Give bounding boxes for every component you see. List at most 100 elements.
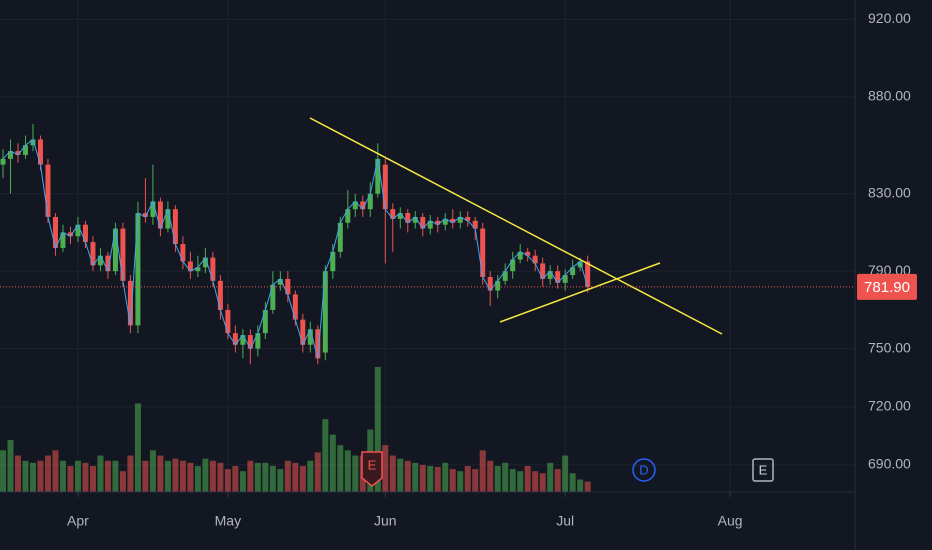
candle-body xyxy=(135,213,141,326)
candle-body xyxy=(495,280,501,291)
y-tick-label: 830.00 xyxy=(868,184,911,200)
volume-bar xyxy=(14,455,21,492)
candle-body xyxy=(172,209,178,245)
candle-body xyxy=(157,201,163,229)
candle-body xyxy=(577,261,583,268)
candle-body xyxy=(60,232,66,248)
volume-bar xyxy=(389,455,396,492)
volume-bar xyxy=(262,462,269,492)
candle-body xyxy=(142,213,148,217)
candle-body xyxy=(247,335,253,349)
candle-body xyxy=(165,209,171,229)
volume-bar xyxy=(562,455,569,492)
candle-body xyxy=(397,213,403,219)
volume-bar xyxy=(449,469,456,492)
candle-body xyxy=(82,224,88,243)
y-tick-label: 750.00 xyxy=(868,339,911,355)
volume xyxy=(0,367,591,492)
volume-bar xyxy=(314,452,321,492)
last-price-label: 781.90 xyxy=(864,279,910,296)
candle-body xyxy=(345,209,351,223)
x-tick-label: Jul xyxy=(556,513,574,529)
volume-bar xyxy=(337,445,344,492)
candle-body xyxy=(37,139,43,165)
volume-bar xyxy=(247,460,254,492)
candle-body xyxy=(195,267,201,272)
candle-body xyxy=(412,216,418,223)
candle-body xyxy=(547,271,553,279)
candle-body xyxy=(7,151,13,159)
volume-bar xyxy=(0,450,6,492)
volume-bar xyxy=(457,471,464,492)
earnings-badge[interactable] xyxy=(752,458,774,482)
volume-bar xyxy=(22,460,29,492)
dividend-badge[interactable] xyxy=(632,458,656,482)
volume-bar xyxy=(539,473,546,492)
candle-body xyxy=(315,329,321,359)
candle-body xyxy=(322,271,328,353)
candle-body xyxy=(502,271,508,281)
candle-body xyxy=(232,333,238,345)
trendline-lower xyxy=(499,262,661,323)
volume-bar xyxy=(374,367,381,492)
candle-body xyxy=(525,251,531,256)
candle-body xyxy=(217,280,223,310)
last-price-box xyxy=(857,273,917,300)
volume-bar xyxy=(554,469,561,492)
y-tick-label: 720.00 xyxy=(868,397,911,413)
candle-body xyxy=(292,294,298,320)
candle-body xyxy=(465,216,471,221)
x-tick-label: Jun xyxy=(374,513,397,529)
volume-bar xyxy=(52,450,59,492)
earnings-badge[interactable] xyxy=(361,451,383,487)
event-label: E xyxy=(368,457,377,472)
candle-body xyxy=(562,275,568,283)
x-tick-label: Apr xyxy=(67,513,89,529)
candle-body xyxy=(120,228,126,281)
candle-body xyxy=(15,151,21,155)
x-tick-label: May xyxy=(215,513,241,529)
trendline-upper xyxy=(309,117,723,335)
volume-bar xyxy=(419,464,426,492)
volume-bar xyxy=(472,469,479,492)
volume-bar xyxy=(119,471,126,492)
volume-bar xyxy=(277,469,284,492)
candle-body xyxy=(225,309,231,334)
candle-body xyxy=(0,158,6,165)
volume-bar xyxy=(67,465,74,492)
volume-bar xyxy=(502,462,509,492)
candle-body xyxy=(30,139,36,146)
x-tick-label: Aug xyxy=(718,513,743,529)
candle-body xyxy=(517,251,523,260)
candle-body xyxy=(337,222,343,252)
volume-bar xyxy=(299,465,306,492)
volume-bar xyxy=(202,458,209,492)
volume-bar xyxy=(179,460,186,492)
y-tick-label: 880.00 xyxy=(868,88,911,104)
volume-bar xyxy=(442,462,449,492)
candle-body xyxy=(150,201,156,217)
volume-bar xyxy=(164,460,171,492)
volume-bar xyxy=(157,455,164,492)
candles xyxy=(0,123,591,365)
candle-body xyxy=(285,278,291,295)
candle-body xyxy=(127,280,133,326)
volume-bar xyxy=(397,458,404,492)
candle-body xyxy=(510,259,516,272)
volume-bar xyxy=(172,458,179,492)
y-tick-label: 920.00 xyxy=(868,10,911,26)
volume-bar xyxy=(494,465,501,492)
candle-body xyxy=(75,224,81,237)
candle-body xyxy=(105,255,111,272)
candle-body xyxy=(90,242,96,266)
event-label: E xyxy=(759,462,768,477)
volume-bar xyxy=(284,460,291,492)
event-label: D xyxy=(639,462,648,477)
candle-body xyxy=(97,255,103,266)
candle-body xyxy=(255,333,261,349)
candle-body xyxy=(435,220,441,225)
volume-bar xyxy=(352,455,359,492)
volume-bar xyxy=(224,469,231,492)
volume-bar xyxy=(44,455,51,492)
